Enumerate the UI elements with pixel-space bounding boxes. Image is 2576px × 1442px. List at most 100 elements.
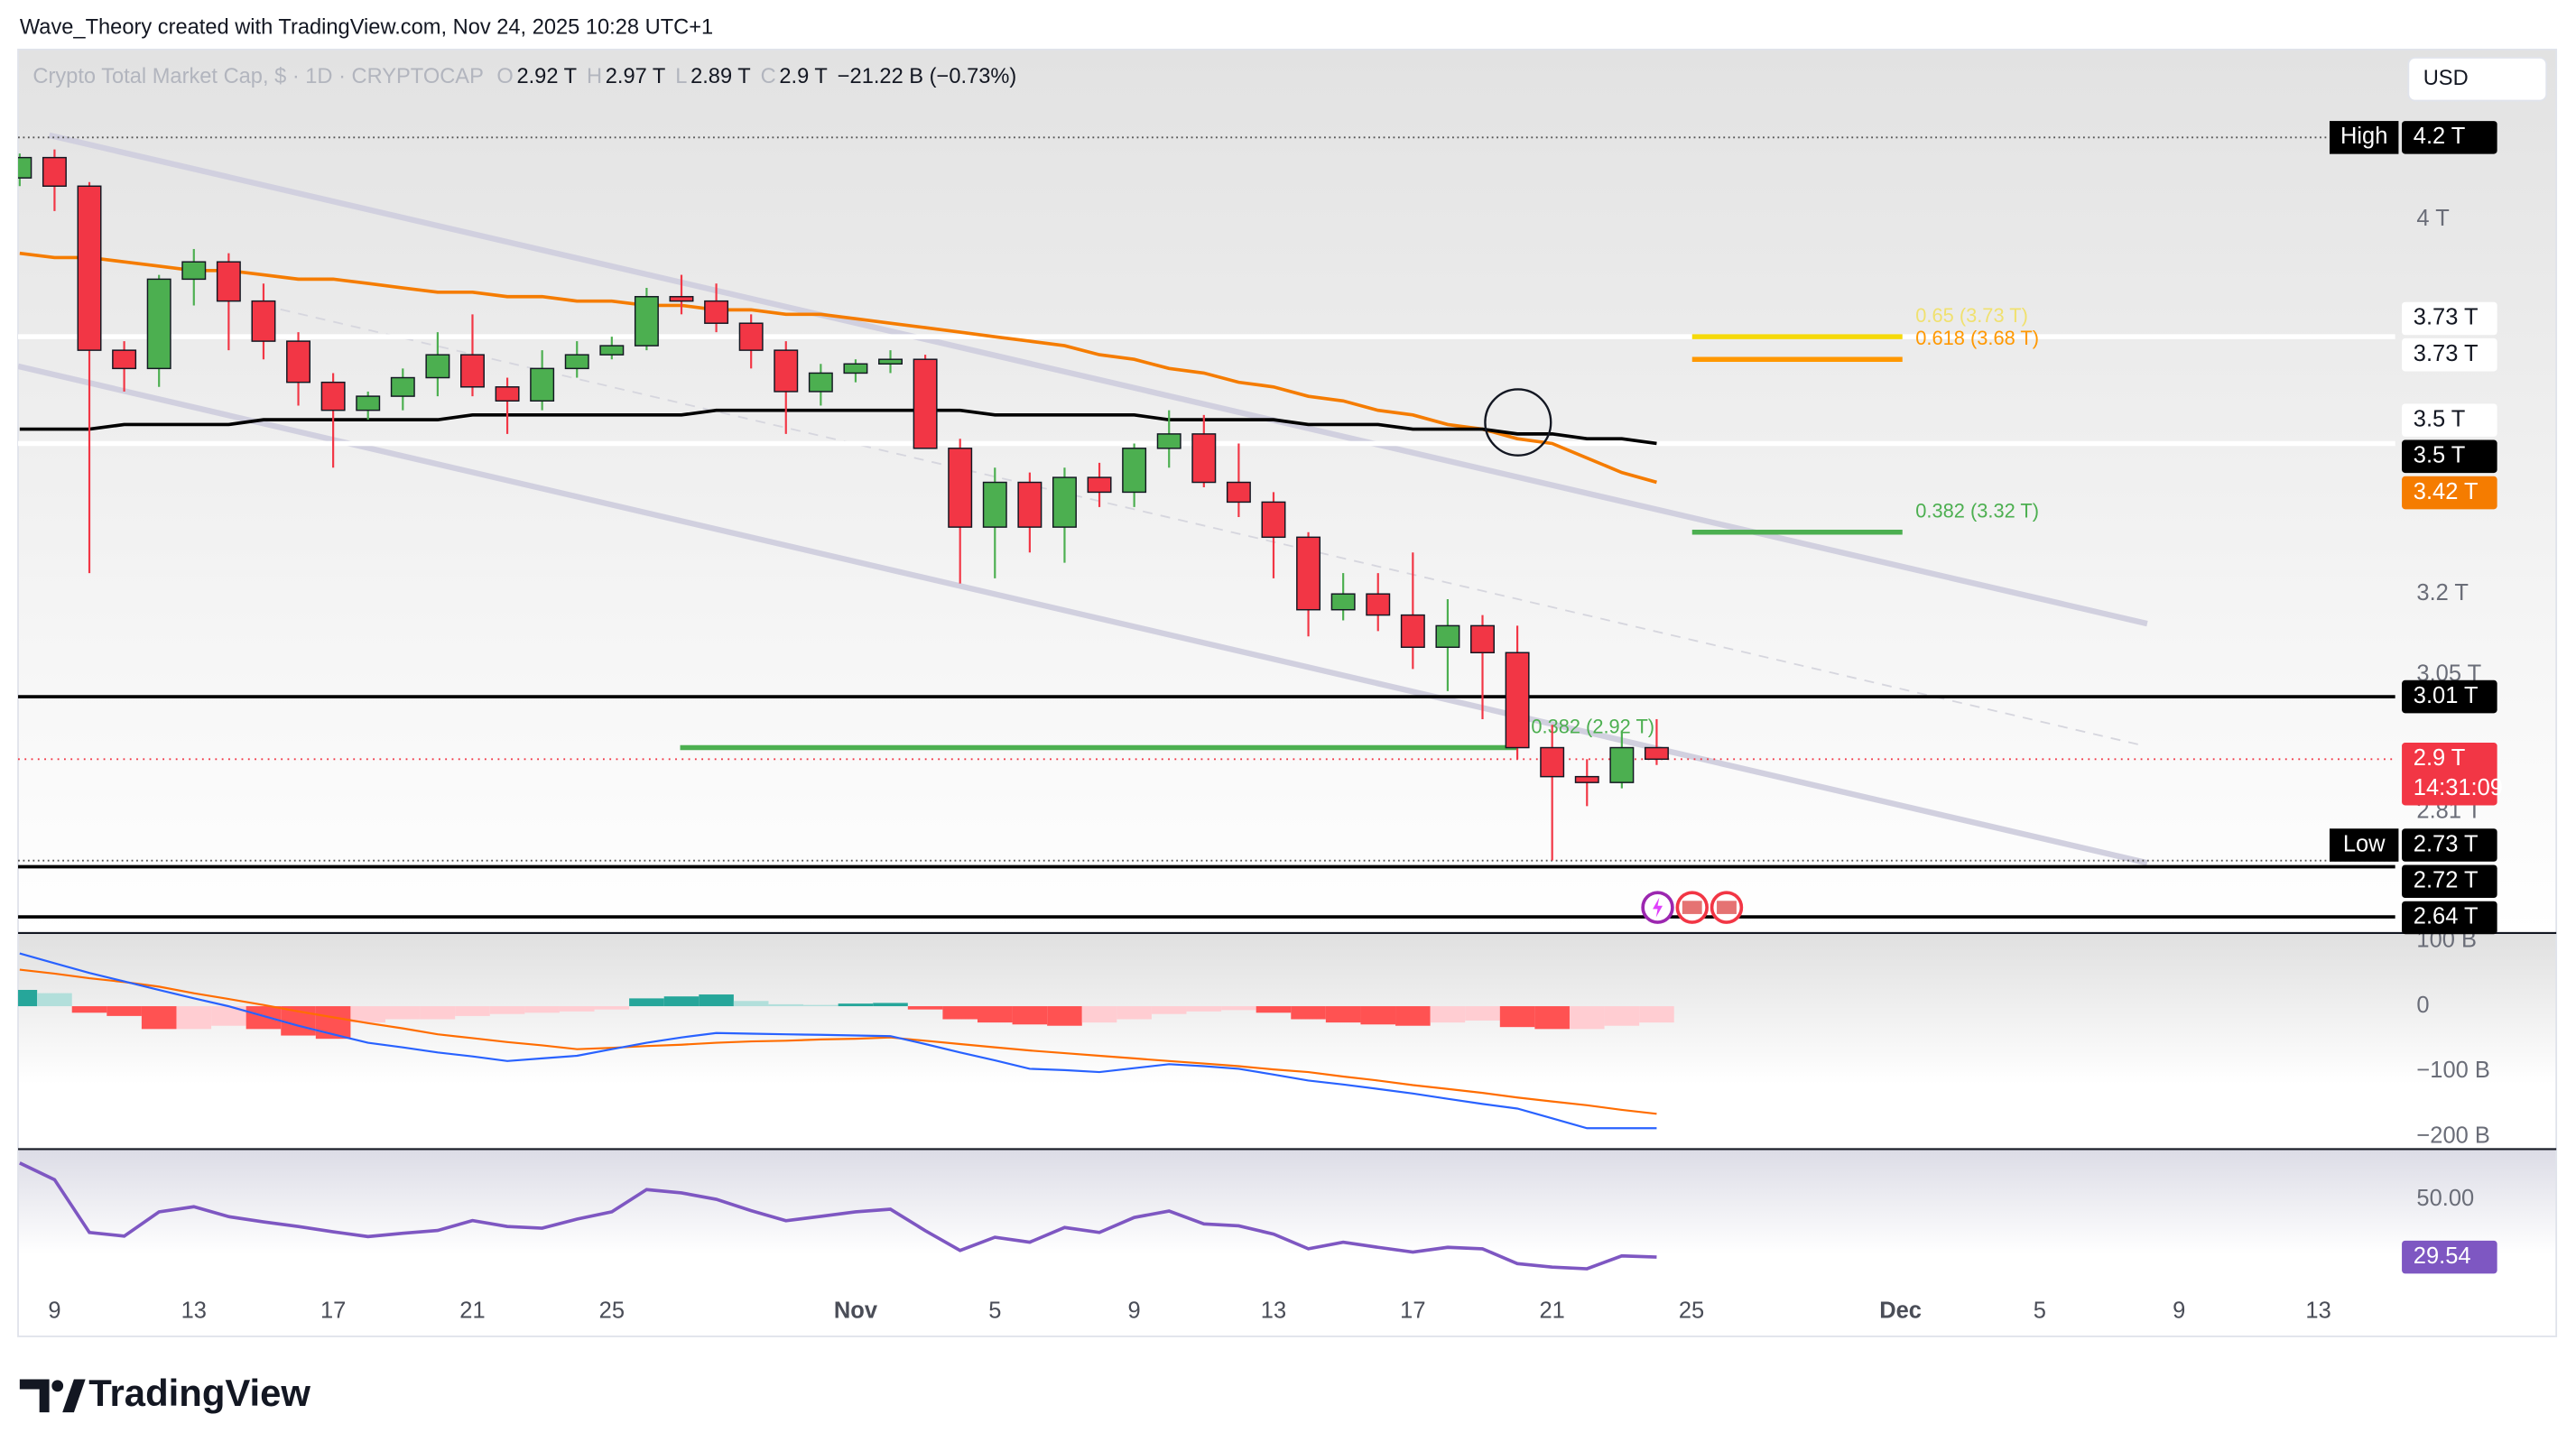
credit: Wave_Theory created with TradingView.com… [20,15,713,39]
event-icon-glyph [1717,901,1737,914]
candle-body [1609,746,1635,783]
macd-histogram-bar [907,1006,943,1010]
macd-tick-label: −100 B [2416,1058,2489,1083]
macd-histogram-bar [1569,1006,1605,1030]
event-icon-glyph [1682,901,1702,914]
price-badge [2402,121,2497,154]
candle-body [1435,624,1460,648]
price-badge [2402,828,2497,862]
y-tick-label: 4 T [2416,206,2449,231]
macd-histogram-bar [803,1004,839,1007]
price-badge [2402,476,2497,510]
macd-histogram-bar [37,993,72,1007]
legend-key: H [587,65,602,88]
x-tick-label: 21 [1540,1298,1565,1323]
macd-histogram-bar [524,1006,560,1013]
price-badge-label: 3.5 T [2414,443,2466,468]
logo-glyph [19,1379,50,1413]
event-icons[interactable] [1641,891,1744,924]
rsi-badge [2402,1240,2497,1274]
macd-histogram-bar [71,1006,107,1013]
price-badge [2402,743,2497,806]
price-tag: Low [2343,831,2386,856]
x-tick-label: 17 [320,1298,346,1323]
macd-histogram-bar [107,1006,142,1016]
candle-body [1191,433,1217,484]
macd-histogram-bar [1186,1006,1222,1012]
candle-body [251,300,276,342]
candle-body [738,322,764,351]
candle-body [1122,448,1147,494]
channel-line [48,132,2148,627]
brand-logo [19,1379,86,1413]
candle-body [1644,746,1669,761]
candle-body [390,376,415,397]
rsi-pane [18,1150,2557,1289]
candle-body [1156,433,1181,449]
macd-histogram-bar [1047,1006,1082,1026]
macd-histogram-bar [246,1006,282,1030]
macd-histogram-bar [1117,1006,1152,1020]
candle-body [669,296,694,302]
candle-body [1470,624,1495,653]
price-badge [2402,439,2497,474]
drawings [18,132,2395,919]
candle-body [181,261,207,281]
price-badge [2402,679,2497,714]
macd-histogram-bar [1639,1006,1674,1023]
price-plot: 0.65 (3.73 T)0.618 (3.68 T) 0.382 (3.32 T… [18,149,2039,861]
candle-body [1226,481,1251,504]
candle-body [425,354,450,379]
macd-tick-label: 0 [2416,993,2429,1018]
legend-value: 2.9 T [779,65,827,88]
legend-key: O [496,65,513,88]
price-badge-label: 3.42 T [2414,479,2479,504]
countdown: 14:31:09 [2414,775,2503,800]
legend-key: C [761,65,776,88]
macd-histogram-bar [1360,1006,1396,1025]
macd-histogram-bar [455,1006,490,1016]
macd-histogram-bar [1012,1006,1048,1025]
candle-body [1540,746,1565,778]
price-tag-box [2329,828,2399,862]
fib-label: 0.382 (2.92 T) [1531,715,1654,737]
macd-histogram-bar [768,1003,804,1007]
x-tick-label: 9 [2173,1298,2185,1323]
price-badge [2402,301,2497,336]
macd-histogram-bar [594,1006,630,1010]
price-badge-label: 2.73 T [2414,831,2479,856]
candle-body [599,345,625,356]
candle-body [948,448,973,528]
candle-body [18,156,32,179]
price-badge-label: 3.5 T [2414,406,2466,431]
currency[interactable]: USD [2423,67,2469,90]
price-tag: High [2340,124,2387,149]
price-badge-label: 2.64 T [2414,904,2479,929]
candle-body [42,156,67,188]
currency-button[interactable] [2407,57,2548,102]
moving-average [19,251,1657,485]
macd-histogram-bar [629,998,664,1007]
candle-body [77,185,102,351]
event-icon-glyph [1653,897,1663,918]
legend-title: Crypto Total Market Cap, $ · 1D · CRYPTO… [32,65,483,88]
moving-average [19,408,1657,446]
legend-change: −21.22 B (−0.73%) [838,65,1017,88]
x-tick-label: 21 [459,1298,485,1323]
macd-histogram-bar [385,1006,421,1020]
macd-histogram-bar [942,1006,978,1020]
x-tick-label: 9 [48,1298,60,1323]
signal-line [19,968,1657,1115]
candle-body [774,349,799,393]
price-badge [2402,864,2497,899]
candle-body [634,296,659,347]
annotation-circle [1484,388,1552,457]
macd-histogram-bar [1395,1006,1431,1026]
candle-body [495,386,520,402]
x-tick-label: 13 [2305,1298,2330,1323]
logo-glyph [62,1379,86,1413]
candle-body [564,354,589,370]
candle-body [1052,476,1077,528]
legend-value: 2.92 T [516,65,577,88]
